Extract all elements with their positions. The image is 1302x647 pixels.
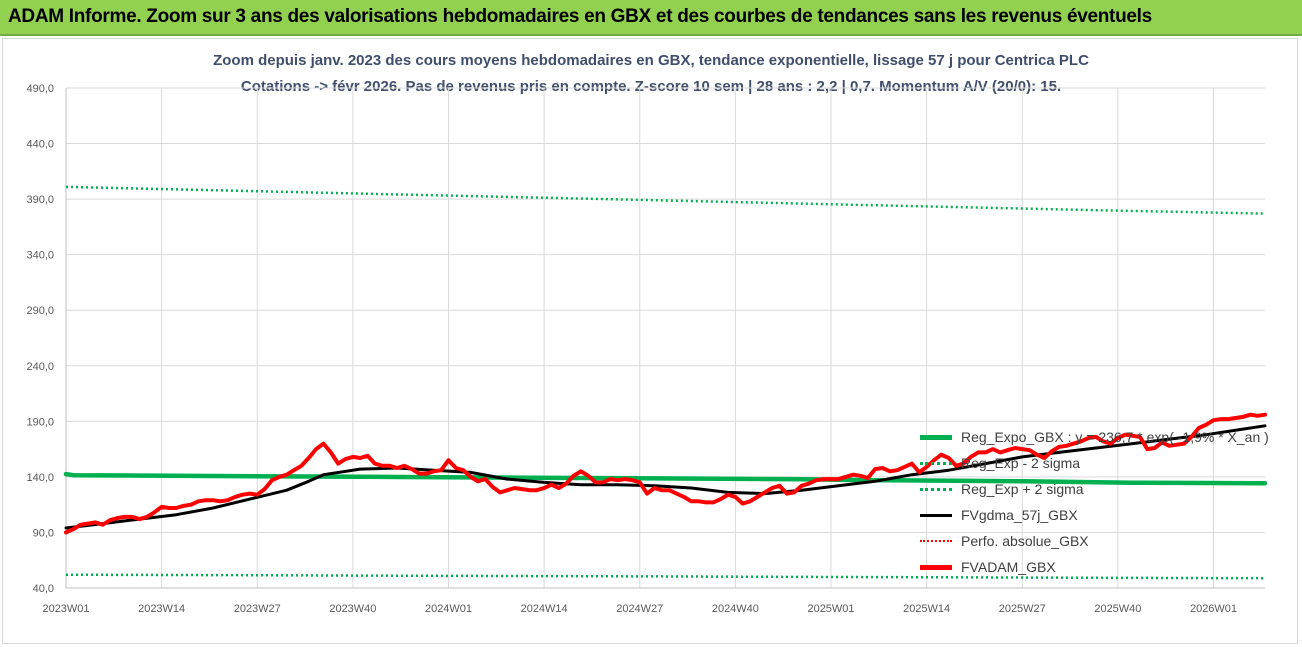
x-tick-label: 2025W01 (807, 603, 854, 615)
legend-label-fvadam: FVADAM_GBX (961, 559, 1056, 575)
legend-label-reg-expo: Reg_Expo_GBX : y = 236,7 * exp( -1,9% * … (961, 429, 1269, 445)
x-tick-label: 2026W01 (1190, 603, 1237, 615)
x-tick-label: 2023W14 (138, 603, 185, 615)
y-tick-label: 340,0 (26, 250, 54, 262)
legend-item-minus-sigma: Reg_Exp - 2 sigma (920, 450, 1270, 476)
y-tick-label: 390,0 (26, 194, 54, 206)
minus-sigma-line (65, 573, 1266, 580)
legend-swatch-perfo (920, 540, 952, 542)
fvadam-line (64, 412, 1267, 535)
x-tick-label: 2025W14 (903, 603, 950, 615)
y-tick-label: 190,0 (26, 416, 54, 428)
chart-frame (2, 38, 1298, 644)
legend-label-perfo: Perfo. absolue_GBX (961, 533, 1089, 549)
chart-title-line2: Cotations -> févr 2026. Pas de revenus p… (240, 78, 1062, 95)
x-tick-label: 2025W40 (1094, 603, 1141, 615)
fvgdma-line (64, 424, 1267, 530)
legend-label-minus-sigma: Reg_Exp - 2 sigma (961, 455, 1081, 471)
legend-item-fvadam: FVADAM_GBX (920, 554, 1270, 580)
legend-swatch-fvgdma (920, 513, 952, 517)
legend-item-fvgdma: FVgdma_57j_GBX (920, 502, 1270, 528)
x-tick-label: 2025W27 (999, 603, 1046, 615)
x-tick-label: 2024W27 (616, 603, 663, 615)
y-tick-label: 490,0 (26, 83, 54, 95)
legend-item-perfo: Perfo. absolue_GBX (920, 528, 1270, 554)
y-tick-label: 290,0 (26, 305, 54, 317)
x-tick-label: 2024W14 (521, 603, 568, 615)
y-tick-label: 440,0 (26, 139, 54, 151)
x-tick-label: 2023W27 (234, 603, 281, 615)
chart-legend: Reg_Expo_GBX : y = 236,7 * exp( -1,9% * … (920, 424, 1270, 580)
x-tick-label: 2023W01 (42, 603, 89, 615)
y-tick-label: 40,0 (33, 583, 54, 595)
reg-expo-line (63, 471, 1268, 486)
legend-label-fvgdma: FVgdma_57j_GBX (961, 507, 1078, 523)
report-banner: ADAM Informe. Zoom sur 3 ans des valoris… (0, 0, 1302, 36)
chart-title-line1: Zoom depuis janv. 2023 des cours moyens … (213, 52, 1089, 69)
legend-swatch-plus-sigma (920, 487, 952, 491)
legend-swatch-fvadam (920, 564, 952, 570)
report-title: ADAM Informe. Zoom sur 3 ans des valoris… (8, 6, 1152, 27)
legend-item-plus-sigma: Reg_Exp + 2 sigma (920, 476, 1270, 502)
y-tick-label: 140,0 (26, 472, 54, 484)
legend-swatch-reg-expo (920, 434, 952, 440)
legend-item-reg-expo: Reg_Expo_GBX : y = 236,7 * exp( -1,9% * … (920, 424, 1270, 450)
legend-swatch-minus-sigma (920, 461, 952, 465)
plus-sigma-line (65, 185, 1266, 215)
x-tick-label: 2024W01 (425, 603, 472, 615)
y-tick-label: 90,0 (33, 527, 54, 539)
x-tick-label: 2023W40 (329, 603, 376, 615)
legend-label-plus-sigma: Reg_Exp + 2 sigma (961, 481, 1084, 497)
y-tick-label: 240,0 (26, 361, 54, 373)
x-tick-label: 2024W40 (712, 603, 759, 615)
